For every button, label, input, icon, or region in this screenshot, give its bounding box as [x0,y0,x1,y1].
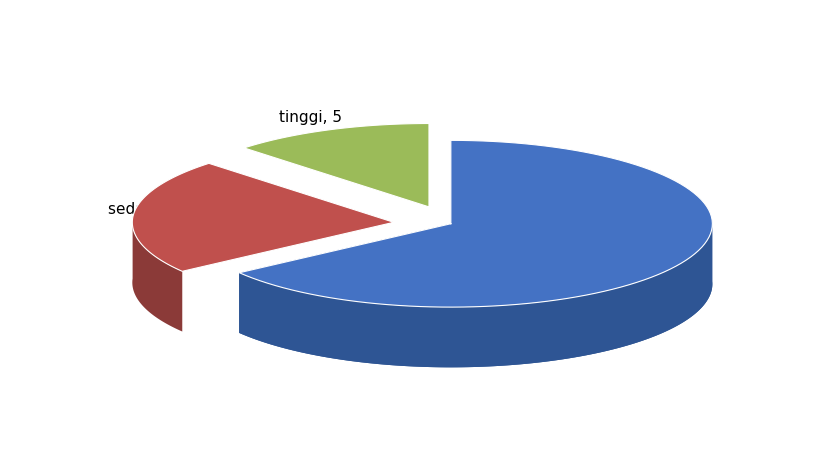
Polygon shape [239,140,712,307]
Polygon shape [244,123,428,207]
Text: rendah, 26: rendah, 26 [605,198,688,212]
Polygon shape [239,224,450,333]
Polygon shape [132,164,393,271]
Text: tinggi, 5: tinggi, 5 [279,110,342,125]
Polygon shape [239,221,712,367]
Polygon shape [132,219,182,331]
Text: sedang, 9: sedang, 9 [107,202,183,217]
Polygon shape [239,221,712,367]
